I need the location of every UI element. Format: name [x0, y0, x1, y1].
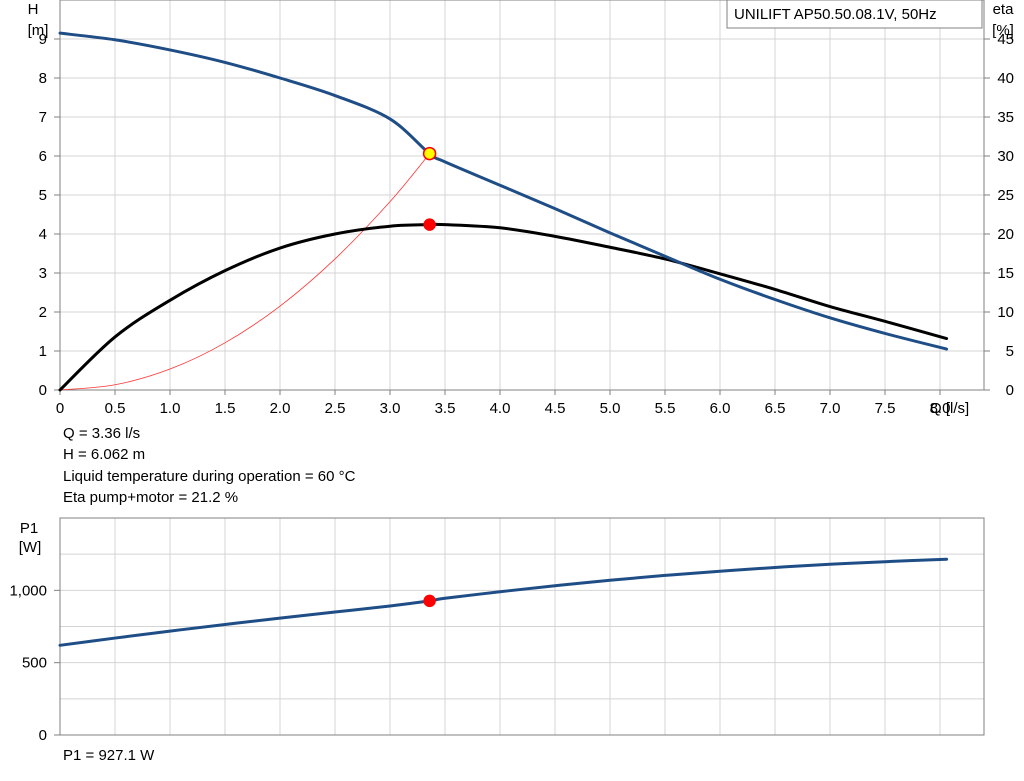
- p1-axis-ticks: 0 500 1,000: [9, 582, 60, 744]
- power-chart: 0 500 1,000 P1 [W]: [9, 517, 985, 744]
- x-tick-label: 3.0: [380, 400, 401, 417]
- p1-axis-label-line1: P1: [20, 520, 38, 537]
- efficiency-curve: [58, 222, 949, 392]
- main-axis-ticks: 0 0.5 1.0 1.5 2.0 2.5 3.0 3.5 4.0 4.5 5.0 5.5 6.0 6.5…: [39, 31, 1014, 417]
- p1-y-tick-label: 0: [39, 727, 47, 744]
- p1-markers: [423, 594, 436, 608]
- efficiency-readout: Eta pump+motor = 21.2 %: [63, 489, 239, 506]
- x-tick-label: 7.0: [820, 400, 841, 417]
- y2-tick-label: 25: [997, 187, 1014, 204]
- y2-axis-label-line1: eta: [993, 1, 1015, 18]
- y-tick-label: 9: [39, 31, 47, 48]
- x-tick-label: 6.0: [710, 400, 731, 417]
- chart-title: UNILIFT AP50.50.08.1V, 50Hz: [734, 6, 937, 23]
- y-tick-label: 1: [39, 343, 47, 360]
- y-tick-label: 8: [39, 70, 47, 87]
- y2-tick-label: 20: [997, 226, 1014, 243]
- y-tick-label: 6: [39, 148, 47, 165]
- p1-y-tick-label: 500: [22, 655, 47, 672]
- x-tick-label: 5.0: [600, 400, 621, 417]
- chart-title-frame: [726, 0, 983, 29]
- chart-title-box: UNILIFT AP50.50.08.1V, 50Hz: [726, 0, 983, 29]
- y2-tick-label: 0: [1006, 382, 1014, 399]
- x-tick-label: 2.5: [325, 400, 346, 417]
- y2-tick-label: 45: [997, 31, 1014, 48]
- y-tick-label: 7: [39, 109, 47, 126]
- main-markers: [422, 146, 437, 231]
- y-tick-label: 0: [39, 382, 47, 399]
- y2-tick-label: 10: [997, 304, 1014, 321]
- x-tick-label: 2.0: [270, 400, 291, 417]
- x-tick-label: 4.5: [545, 400, 566, 417]
- y2-axis-label-line2: [%]: [992, 22, 1014, 39]
- duty-point-power-marker: [423, 594, 436, 608]
- x-tick-label: 5.5: [655, 400, 676, 417]
- x-tick-label: 1.5: [215, 400, 236, 417]
- y2-tick-label: 40: [997, 70, 1014, 87]
- y-axis-label-line2: [m]: [28, 22, 49, 39]
- y2-tick-label: 15: [997, 265, 1014, 282]
- power-curve: [58, 557, 949, 647]
- y-tick-label: 2: [39, 304, 47, 321]
- x-tick-label: 0.5: [105, 400, 126, 417]
- flow-readout: Q = 3.36 l/s: [63, 425, 141, 442]
- p1-grid: [59, 518, 984, 735]
- y2-tick-label: 5: [1006, 343, 1014, 360]
- duty-point-eta-marker: [423, 218, 436, 231]
- head-curve: [58, 31, 949, 351]
- y-axis-label-line1: H: [28, 1, 39, 18]
- power-readout: P1 = 927.1 W: [63, 747, 155, 764]
- p1-series: [58, 557, 949, 647]
- head-efficiency-chart: 0 0.5 1.0 1.5 2.0 2.5 3.0 3.5 4.0 4.5 5.0 5.5 6.0 6.5…: [28, 0, 1015, 417]
- x-tick-label: 8.0: [930, 400, 951, 417]
- temperature-readout: Liquid temperature during operation = 60…: [63, 468, 356, 485]
- x-tick-label: 0: [56, 400, 64, 417]
- main-series: [58, 31, 949, 392]
- y2-tick-label: 35: [997, 109, 1014, 126]
- y2-tick-label: 30: [997, 148, 1014, 165]
- x-tick-label: 3.5: [435, 400, 456, 417]
- x-tick-label: 1.0: [160, 400, 181, 417]
- y-tick-label: 3: [39, 265, 47, 282]
- x-axis-label: Q [l/s]: [930, 400, 969, 417]
- p1-plot-frame: [59, 517, 985, 736]
- x-tick-label: 6.5: [765, 400, 786, 417]
- system-curve: [59, 153, 430, 391]
- y-tick-label: 4: [39, 226, 47, 243]
- head-readout: H = 6.062 m: [63, 446, 146, 463]
- duty-point-head-marker: [422, 146, 437, 161]
- y-tick-label: 5: [39, 187, 47, 204]
- p1-y-tick-label: 1,000: [9, 582, 47, 599]
- x-tick-label: 4.0: [490, 400, 511, 417]
- x-tick-label: 7.5: [875, 400, 896, 417]
- p1-axis-label-line2: [W]: [19, 539, 42, 556]
